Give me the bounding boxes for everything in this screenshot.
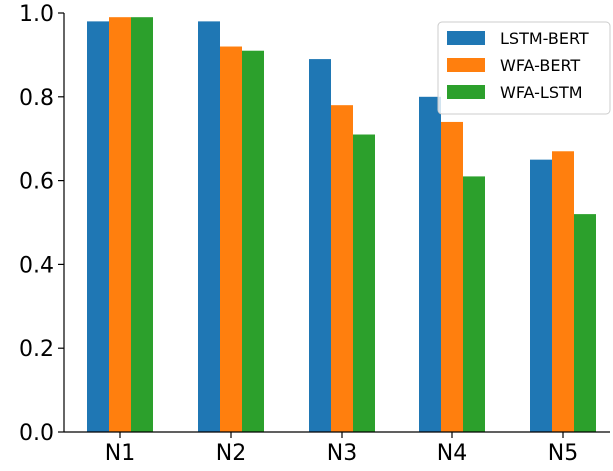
- bar-lstm-bert-n1: [87, 21, 109, 432]
- bar-lstm-bert-n5: [530, 159, 552, 432]
- bar-lstm-bert-n3: [309, 59, 331, 433]
- legend-label-wfa-lstm: WFA-LSTM: [500, 83, 583, 102]
- bar-wfa-bert-n4: [441, 121, 463, 432]
- y-tick-label: 0.4: [19, 253, 54, 278]
- x-tick-label-n2: N2: [216, 441, 246, 466]
- x-tick-label-n4: N4: [437, 441, 467, 466]
- legend-swatch-wfa-lstm: [447, 85, 485, 99]
- bar-wfa-bert-n1: [109, 17, 131, 432]
- y-tick-label: 0.6: [19, 170, 54, 195]
- bars-layer: [87, 17, 596, 433]
- bar-wfa-lstm-n3: [353, 134, 375, 432]
- y-tick-label: 0.0: [19, 421, 54, 446]
- bar-lstm-bert-n4: [419, 96, 441, 433]
- y-tick-label: 0.8: [19, 86, 54, 111]
- legend-swatch-wfa-bert: [447, 58, 485, 72]
- y-tick-label: 0.2: [19, 337, 54, 362]
- x-ticks: N1 N2 N3 N4 N5: [105, 432, 578, 466]
- y-tick-label: 1.0: [19, 2, 54, 27]
- legend: LSTM-BERT WFA-BERT WFA-LSTM: [437, 21, 611, 115]
- legend-swatch-lstm-bert: [447, 31, 485, 45]
- x-tick-label-n1: N1: [105, 441, 135, 466]
- bar-wfa-bert-n3: [331, 105, 353, 433]
- x-tick-label-n3: N3: [327, 441, 357, 466]
- y-ticks: 0.0 0.2 0.4 0.6 0.8 1.0: [19, 2, 64, 446]
- legend-label-lstm-bert: LSTM-BERT: [500, 29, 589, 48]
- bar-wfa-lstm-n2: [242, 50, 264, 433]
- bar-wfa-bert-n5: [552, 151, 574, 432]
- bar-wfa-lstm-n4: [463, 176, 485, 432]
- legend-label-wfa-bert: WFA-BERT: [500, 56, 580, 75]
- x-tick-label-n5: N5: [548, 441, 578, 466]
- bar-wfa-lstm-n1: [131, 17, 153, 432]
- bar-wfa-lstm-n5: [574, 214, 596, 432]
- bar-wfa-bert-n2: [220, 46, 242, 433]
- axes-layer: [63, 13, 610, 433]
- bar-lstm-bert-n2: [198, 21, 220, 432]
